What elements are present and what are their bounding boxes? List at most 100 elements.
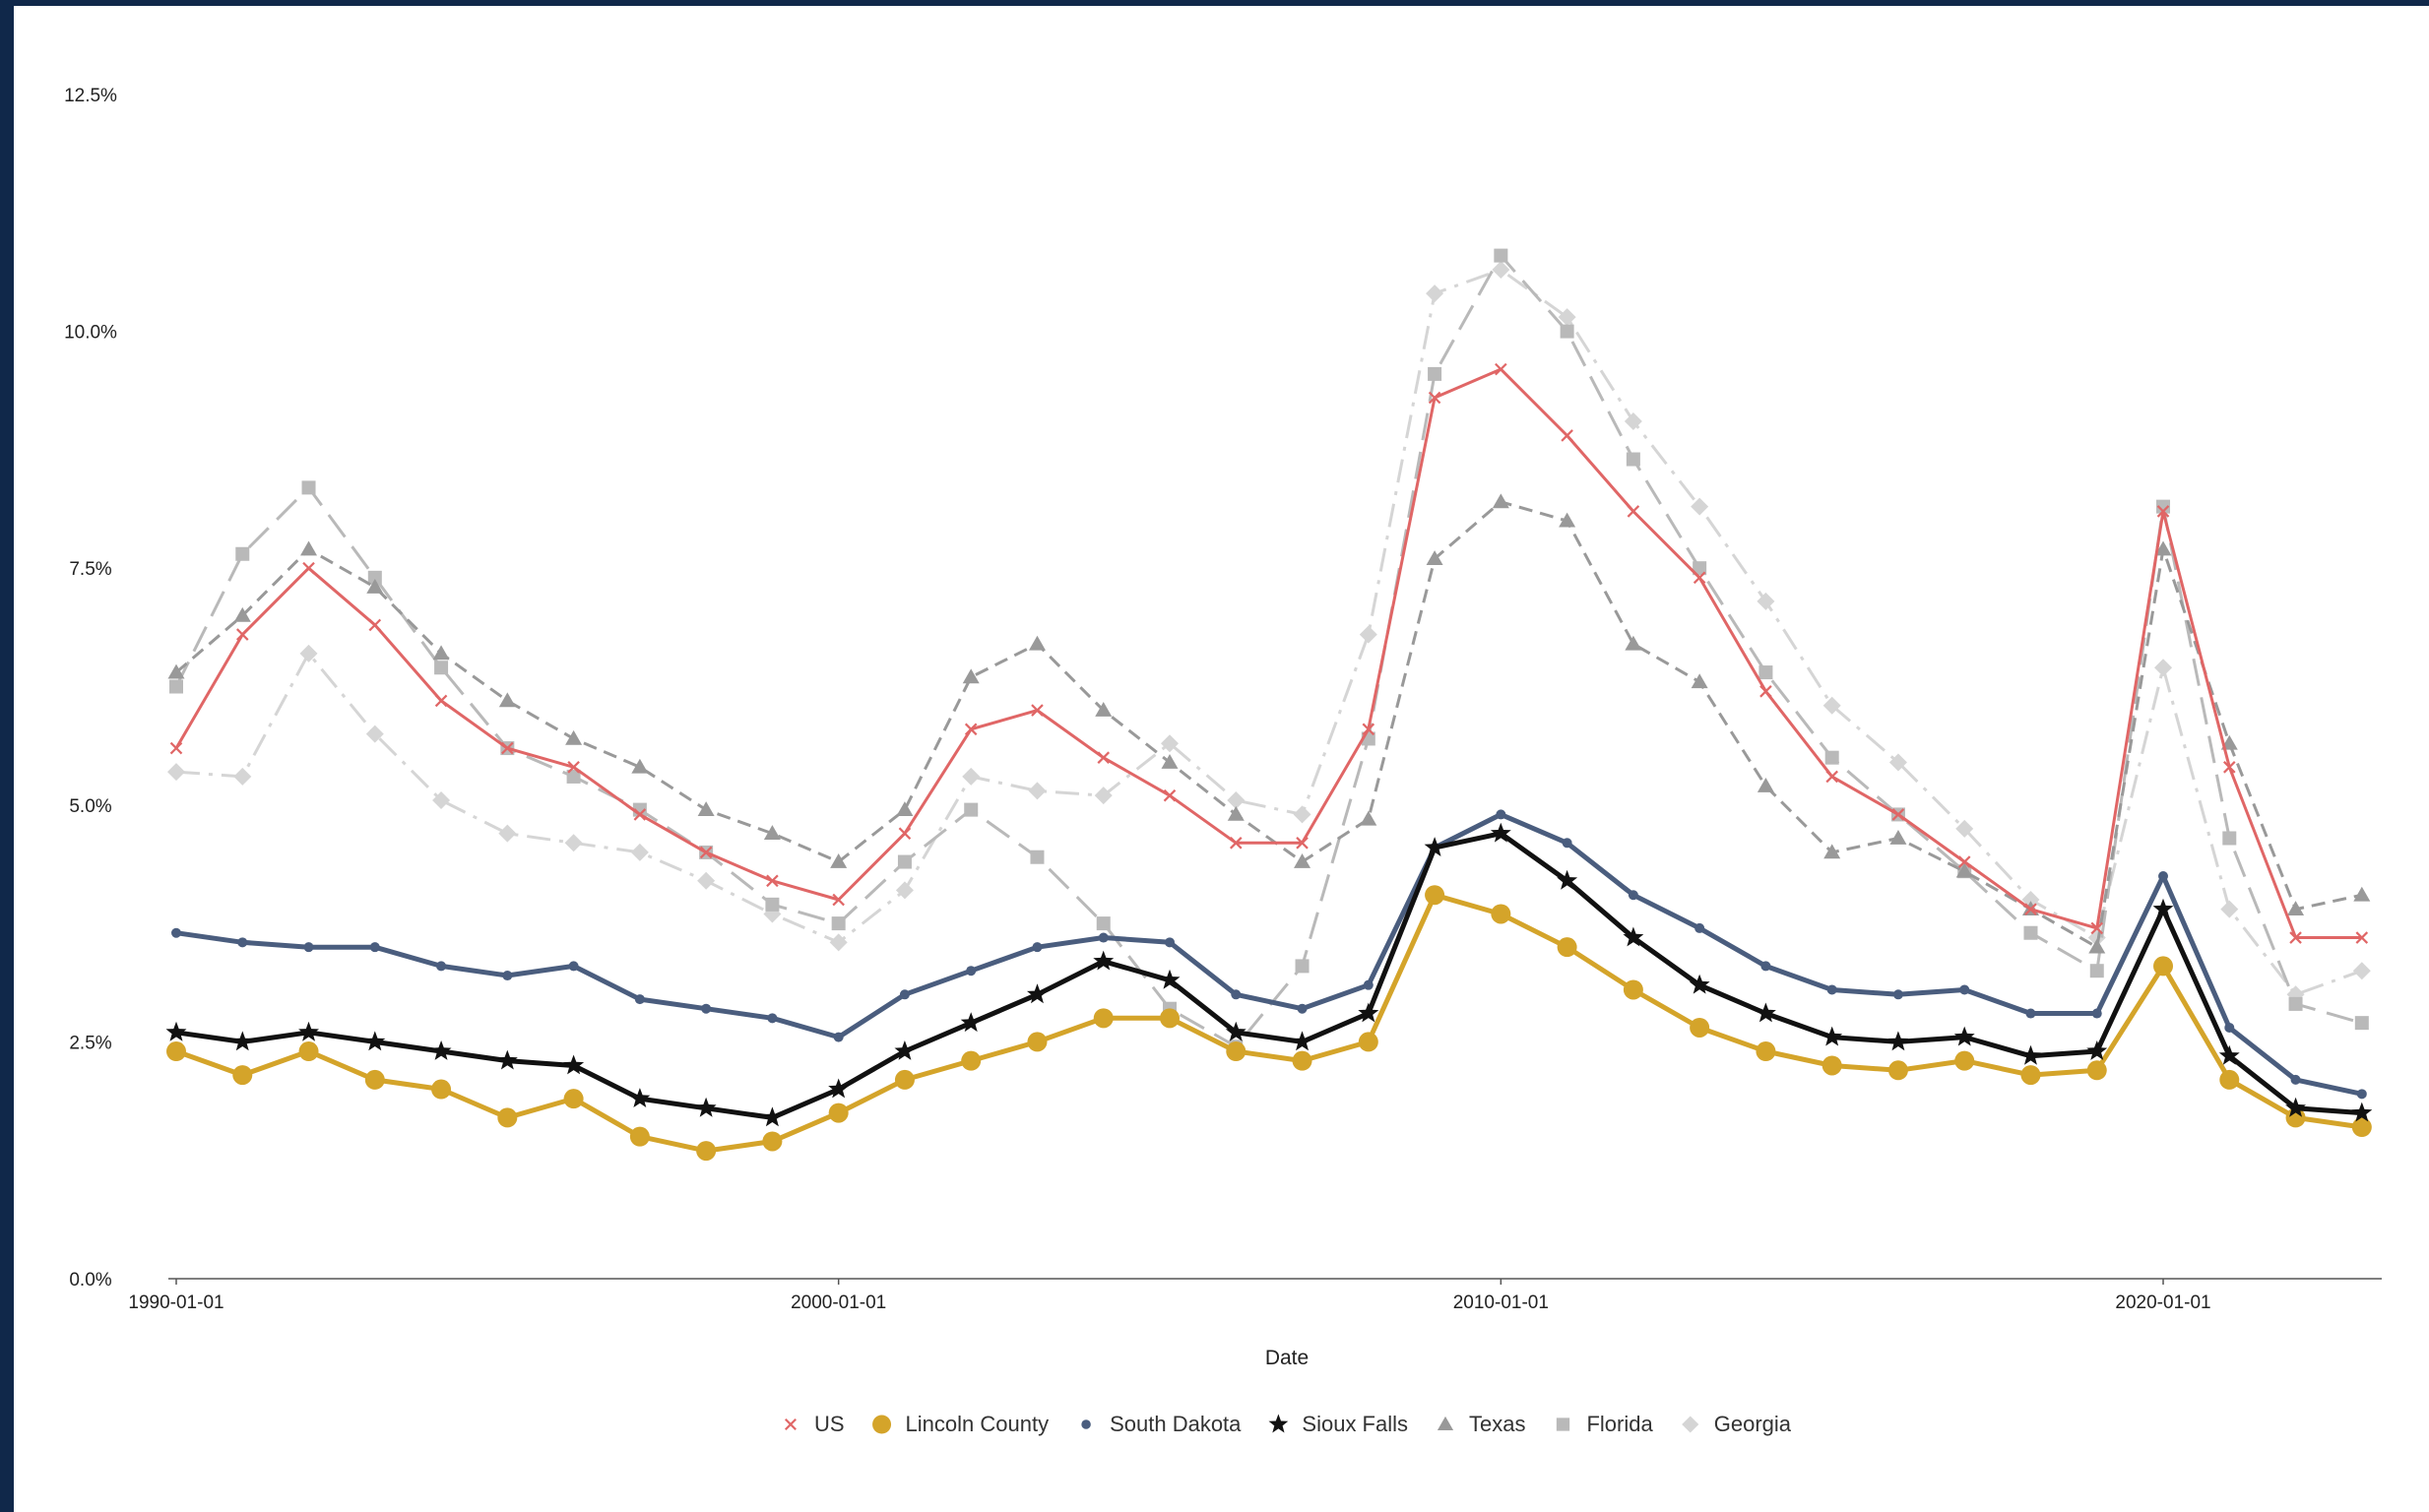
data-point [1426,284,1444,303]
series-layer [165,248,2373,1162]
data-point [1561,429,1573,442]
data-point [1296,837,1309,850]
series-lincoln-county [166,885,2372,1162]
data-point [2355,931,2369,944]
data-point [2290,1074,2301,1085]
data-point [1955,862,1973,878]
data-point [2219,1069,2240,1090]
data-point [2023,925,2038,940]
data-point [1293,805,1311,824]
data-point [366,578,384,594]
data-point [631,758,649,774]
y-tick-label: 12.5% [64,86,117,106]
data-point [897,854,912,869]
data-point [233,606,251,622]
data-point [369,942,380,953]
data-point [165,1021,187,1041]
data-point [232,1065,253,1086]
data-point [961,1050,982,1071]
data-point [1362,723,1375,736]
data-point [833,1032,844,1042]
data-point [1957,855,1971,868]
data-point [2352,962,2371,980]
data-point [1028,635,1046,651]
legend-item: Georgia [1682,1412,1792,1436]
data-point [1163,788,1177,802]
data-point [765,897,780,912]
data-point [1363,979,1374,990]
data-point [431,1079,452,1100]
data-point [763,825,781,841]
data-point [169,741,183,755]
data-point [1623,979,1643,1000]
data-point [1888,753,1907,772]
data-point [1623,926,1644,947]
data-point [2024,903,2037,915]
data-point [2158,870,2169,881]
data-point [1891,808,1905,821]
data-point [1822,696,1841,715]
data-point [2220,900,2239,918]
data-point [1359,625,1377,644]
series-georgia [167,261,2371,1004]
data-point [962,767,981,786]
data-point [1292,1031,1312,1051]
data-point [1294,853,1311,868]
data-point [1093,1008,1114,1029]
data-point [1030,850,1045,864]
data-point [1094,787,1113,805]
data-point [1557,869,1578,890]
legend-label: Lincoln County [906,1412,1050,1436]
data-point [1028,782,1047,800]
series-line [175,892,2363,1154]
data-point [1693,571,1706,585]
x-tick-label: 2010-01-01 [1453,1292,1549,1313]
data-point [566,769,581,784]
data-point [831,916,846,931]
data-point [1822,1055,1842,1076]
data-point [2025,1008,2036,1019]
data-point [1757,778,1774,792]
data-point [1165,937,1176,948]
data-point [2154,540,2172,556]
data-point [1031,704,1044,717]
data-point [563,1054,585,1075]
data-point [1159,969,1181,989]
data-point [432,645,450,661]
y-tick-label: 5.0% [69,796,111,817]
legend-swatch [1437,1416,1454,1431]
data-point [1495,362,1507,376]
data-point [367,570,382,585]
data-point [898,827,912,840]
data-point [1027,1032,1048,1052]
data-point [434,694,448,708]
series-line [175,831,2362,1120]
data-point [895,881,914,900]
data-point [568,961,579,972]
data-point [299,644,318,662]
chart-frame: 0.0% 2.5% 5.0% 7.5% 10.0% 12.5% 1990-01-01 200… [14,6,2429,1512]
series-line [174,254,2363,1048]
x-tick-label: 1990-01-01 [128,1292,224,1313]
data-point [235,628,249,641]
y-axis: 0.0% 2.5% 5.0% 7.5% 10.0% 12.5% [64,86,117,1291]
data-point [2088,938,2106,954]
data-point [436,961,447,972]
series-line [175,811,2363,1097]
legend-label: South Dakota [1110,1412,1242,1436]
data-point [960,1012,982,1033]
data-point [567,761,580,774]
data-point [899,989,910,1000]
data-point [1693,561,1707,576]
data-point [1096,916,1111,931]
data-point [1953,1026,1975,1046]
data-point [633,808,647,821]
data-point [1691,497,1709,516]
data-point [1760,961,1771,972]
data-point [1492,261,1510,280]
y-tick-label: 7.5% [69,559,111,580]
data-point [1822,1026,1843,1046]
data-point [167,763,185,782]
data-point [1558,308,1576,327]
data-point [1027,983,1048,1004]
